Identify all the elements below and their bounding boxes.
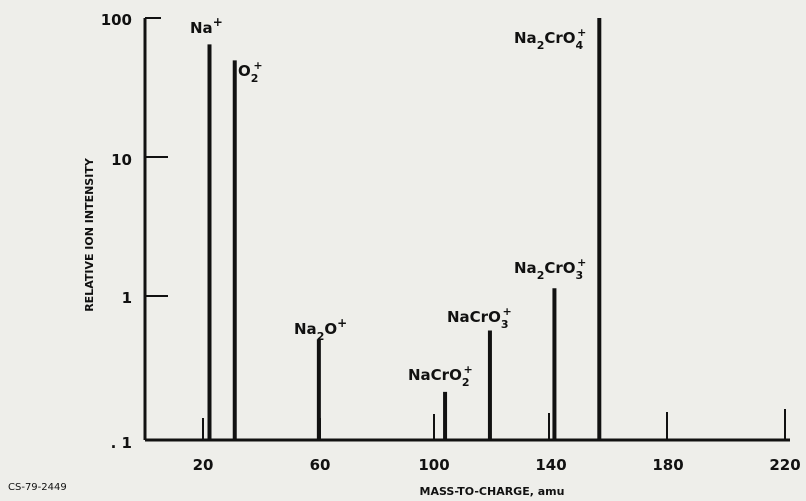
figure-code: CS-79-2449: [8, 482, 67, 493]
y-tick-label-100: 100: [101, 11, 132, 29]
label-o2: O2+: [238, 59, 263, 85]
label-na: Na+: [190, 15, 223, 37]
label-na2cro4: Na2CrO4+: [514, 26, 586, 52]
x-tick-label-100: 100: [418, 456, 449, 474]
label-nacro3: NaCrO3+: [447, 305, 512, 331]
y-axis-title: RELATIVE ION INTENSITY: [83, 157, 96, 312]
x-tick-label-180: 180: [652, 456, 683, 474]
label-na2o: Na2O+: [294, 316, 347, 343]
x-tick-label-20: 20: [193, 456, 214, 474]
x-tick-label-60: 60: [310, 456, 331, 474]
y-tick-label-10: 10: [111, 151, 132, 169]
label-nacro2: NaCrO2+: [408, 363, 473, 389]
x-axis-title: MASS-TO-CHARGE, amu: [420, 485, 565, 498]
y-tick-label-0-1: . 1: [111, 434, 132, 452]
label-na2cro3: Na2CrO3+: [514, 256, 586, 282]
x-tick-label-220: 220: [769, 456, 800, 474]
x-tick-label-140: 140: [535, 456, 566, 474]
y-tick-label-1: 1: [122, 289, 132, 307]
